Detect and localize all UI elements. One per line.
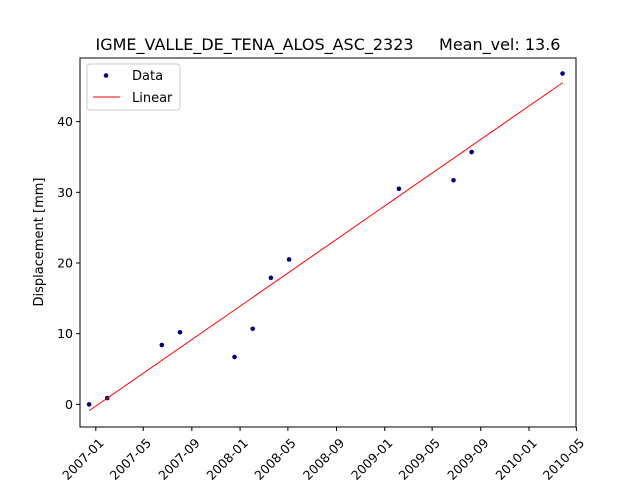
- data-point-2: [159, 342, 165, 348]
- data-point-4: [232, 354, 237, 360]
- data-point-11: [560, 71, 565, 76]
- data-point-3: [177, 329, 183, 335]
- legend-marker-data: [103, 73, 109, 78]
- data-point-0: [86, 402, 92, 407]
- y-tick-label-2: 20: [57, 256, 73, 271]
- series-line-linear: [88, 82, 563, 412]
- data-point-8: [396, 186, 402, 192]
- y-tick-label-0: 0: [65, 397, 73, 412]
- plot-area: [86, 71, 565, 412]
- plot-frame: [79, 57, 577, 428]
- data-point-9: [451, 177, 456, 183]
- legend-label-data: Data: [132, 69, 163, 84]
- y-tick-label-3: 30: [57, 185, 73, 200]
- data-point-7: [286, 257, 292, 262]
- data-point-6: [268, 275, 274, 281]
- y-tick-label-4: 40: [57, 114, 73, 129]
- data-point-10: [469, 149, 474, 155]
- legend-label-linear: Linear: [132, 91, 173, 106]
- chart-title: IGME_VALLE_DE_TENA_ALOS_ASC_2323 Mean_ve…: [96, 35, 561, 55]
- y-axis: 0 10 20 30 40: [57, 114, 80, 412]
- legend-box: [86, 63, 181, 111]
- y-tick-label-1: 10: [57, 326, 73, 341]
- legend: Data Linear: [86, 63, 181, 111]
- y-axis-label: Displacement [mm]: [32, 178, 47, 307]
- data-point-5: [250, 326, 256, 332]
